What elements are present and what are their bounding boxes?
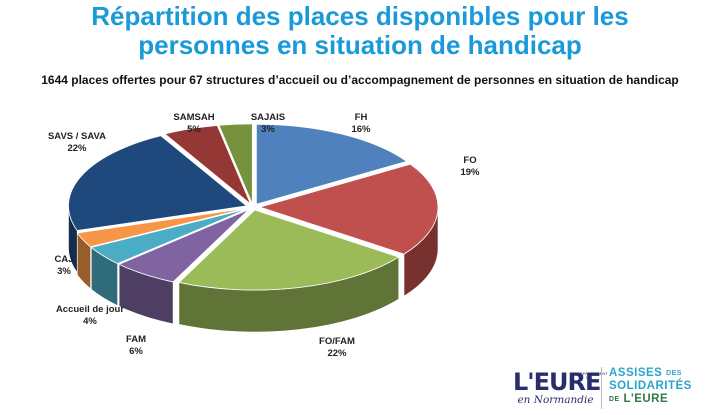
slice-label-samsah: SAMSAH 5%	[173, 112, 214, 135]
eure-logo: DÉPARTEMENT DE L'EURE en Normandie	[513, 368, 608, 406]
pie-slice-samsah	[164, 125, 251, 205]
pie-slice-caj	[76, 207, 247, 248]
slice-label-accueil-de-jour: Accueil de jour 4%	[56, 304, 124, 327]
pie-slice-savs-sava	[68, 135, 248, 231]
slice-label-caj: CAJ 3%	[54, 254, 73, 277]
assises-des: DES	[666, 370, 682, 377]
slide-title: Répartition des places disponibles pour …	[0, 2, 720, 60]
pie-slice-fo-fam	[178, 209, 400, 291]
assises-word-2: SOLIDARITÉS	[609, 380, 692, 392]
assises-word-3: L'EURE	[623, 393, 669, 405]
eure-logo-main: L'EURE	[513, 368, 601, 396]
pie-slice-fh	[255, 123, 408, 205]
logo-separator	[601, 367, 602, 409]
slice-label-fh: FH 16%	[351, 112, 371, 135]
title-line-1: Répartition des places disponibles pour …	[91, 1, 629, 31]
title-line-2: personnes en situation de handicap	[138, 30, 582, 60]
eure-logo-dept: DÉPARTEMENT DE	[577, 371, 608, 380]
pie-slice-fam	[118, 209, 250, 283]
pie-slice-sajais	[218, 123, 253, 205]
pie-slice-fo	[258, 163, 439, 255]
slice-label-fam: FAM 6%	[126, 334, 146, 357]
assises-de: DE	[609, 396, 620, 403]
slice-label-fo: FO 19%	[460, 155, 480, 178]
slice-label-sajais: SAJAIS 3%	[251, 112, 285, 135]
slice-label-savs-sava: SAVS / SAVA 22%	[48, 131, 106, 154]
pie-slice-accueil-de-jour	[90, 208, 248, 265]
assises-word-1: ASSISES	[609, 367, 663, 379]
assises-logo: ASSISES DES SOLIDARITÉS DE L'EURE	[609, 367, 719, 406]
eure-logo-sub: en Normandie	[517, 394, 594, 406]
footer-logos: DÉPARTEMENT DE L'EURE en Normandie ASSIS…	[505, 362, 720, 415]
slice-label-fo-fam: FO/FAM 22%	[319, 336, 355, 359]
slide-subtitle: 1644 places offertes pour 67 structures …	[41, 73, 679, 87]
